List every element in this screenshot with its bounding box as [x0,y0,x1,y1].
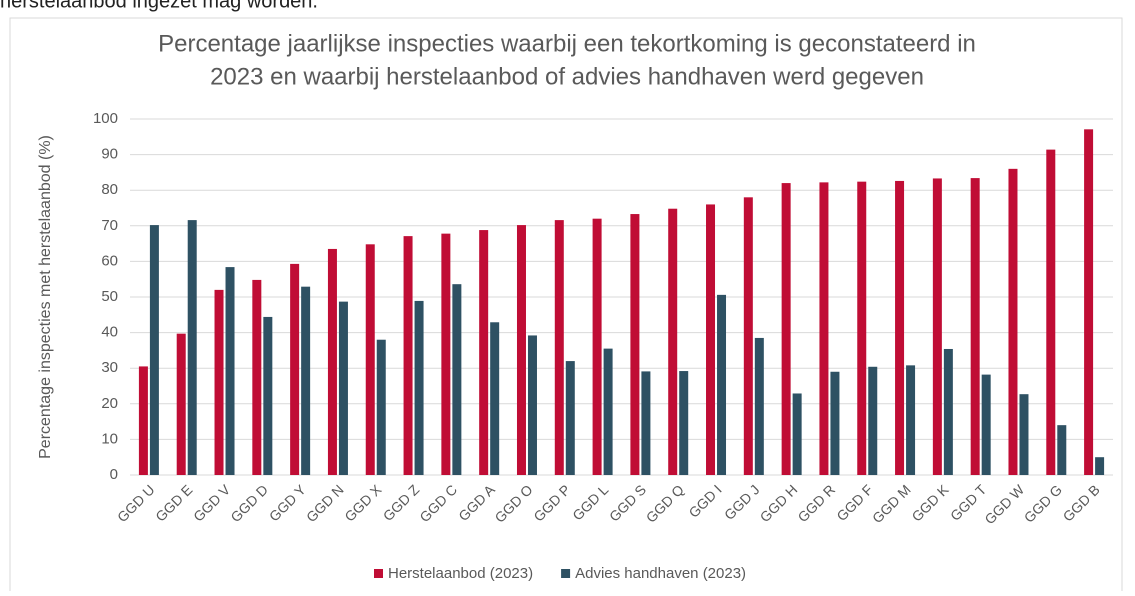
bar [754,337,764,475]
bar [138,366,148,475]
bar [943,348,953,475]
bar [630,214,640,475]
bar [1046,149,1056,475]
y-tick-label: 100 [93,110,118,127]
legend-label: Herstelaanbod (2023) [388,565,533,582]
chart-title: Percentage jaarlijkse inspecties waarbij… [158,30,976,57]
bar [414,300,424,475]
bar [830,371,840,475]
bar [490,322,500,475]
bar [981,374,991,475]
bar [338,301,348,475]
y-tick-label: 50 [101,288,118,305]
bar [743,197,753,475]
x-tick-label: GGD J [721,481,763,523]
y-axis-label: Percentage inspecties met herstelaanbod … [37,135,54,459]
bar [868,366,878,475]
bar [527,335,537,475]
y-tick-label: 80 [101,181,118,198]
x-tick-label: GGD G [1021,481,1065,525]
x-tick-label: GGD D [227,481,271,525]
bar [225,267,235,475]
y-tick-label: 20 [101,395,118,412]
bar [441,233,451,475]
chart-title: 2023 en waarbij herstelaanbod of advies … [210,63,924,90]
y-tick-label: 90 [101,146,118,163]
bar [176,333,186,475]
bar [1019,394,1029,475]
x-tick-label: GGD A [455,481,498,524]
bar [403,236,413,475]
x-tick-label: GGD E [152,481,195,524]
legend-swatch [374,569,383,578]
bar [1057,425,1067,475]
bar [452,284,462,475]
bar [149,225,159,475]
bar [906,365,916,475]
bar [895,180,905,475]
bar [263,316,273,475]
bar [857,181,867,475]
bar [365,244,375,475]
x-tick-label: GGD R [794,481,838,525]
bar [565,361,575,475]
bar [479,230,489,475]
bar [717,294,727,475]
bar [792,393,802,475]
bar [706,204,716,475]
bar [1084,129,1094,475]
bar [819,182,829,476]
x-tick-label: GGD O [491,481,535,525]
x-tick-label: GGD C [416,481,460,525]
x-tick-label: GGD F [833,481,876,524]
intro-text: herstelaanbod ingezet mag worden. [0,0,318,12]
x-tick-label: GGD H [757,481,801,525]
x-tick-label: GGD W [981,481,1028,528]
legend-label: Advies handhaven (2023) [575,565,746,582]
bar [327,248,337,475]
y-tick-label: 0 [110,466,118,483]
y-tick-label: 10 [101,430,118,447]
y-tick-label: 40 [101,324,118,341]
bar [679,371,689,475]
bar [970,178,980,475]
bar [214,289,224,475]
x-tick-label: GGD N [303,481,347,525]
x-tick-label: GGD B [1060,481,1103,524]
bar [1008,168,1018,475]
bar [252,279,262,475]
x-tick-label: GGD Y [266,481,310,525]
x-tick-label: GGD K [908,481,952,525]
bar [592,218,602,475]
bar [781,183,791,475]
bar [516,225,526,475]
x-tick-label: GGD U [114,481,158,525]
x-tick-label: GGD S [606,481,649,524]
bar [376,339,386,475]
y-tick-label: 70 [101,217,118,234]
x-tick-label: GGD V [190,481,234,525]
legend-swatch [561,569,571,578]
bar [932,178,942,475]
x-tick-label: GGD M [869,481,914,526]
x-tick-label: GGD P [530,481,573,524]
chart-border [9,17,1123,596]
x-tick-label: GGD Z [380,481,423,524]
bar [603,348,613,475]
x-tick-label: GGD X [341,481,385,525]
bar [187,220,197,475]
x-tick-label: GGD L [569,481,611,523]
bar [554,220,564,475]
bar [290,263,300,475]
bar [301,286,311,475]
x-tick-label: GGD Q [643,481,687,525]
y-tick-label: 30 [101,359,118,376]
bar [1095,457,1105,475]
bar [668,208,678,475]
bar [641,371,651,475]
y-tick-label: 60 [101,252,118,269]
x-tick-label: GGD I [685,481,724,520]
